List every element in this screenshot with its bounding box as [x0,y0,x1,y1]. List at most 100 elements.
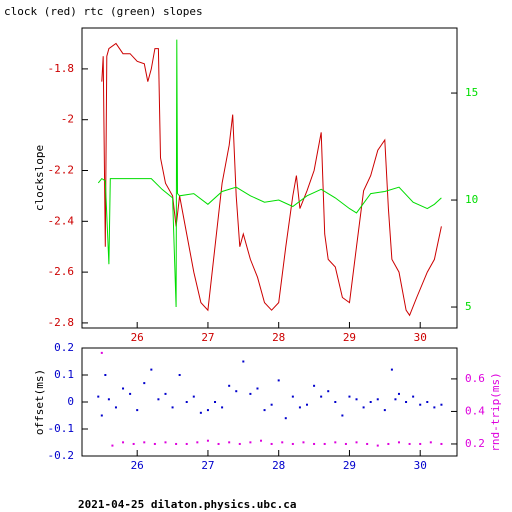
x-tick-label: 29 [343,459,356,472]
data-point [249,392,252,395]
data-point [291,395,294,398]
data-point [440,403,443,406]
data-point [277,379,280,382]
data-point [376,398,379,401]
y2-tick-label: 15 [465,86,478,99]
data-point [196,441,199,444]
data-point [320,395,323,398]
data-point [171,406,174,409]
y-tick-label: -1.8 [48,62,75,75]
data-point [150,368,153,371]
y2-axis-label: rnd-trip(ms) [489,372,502,451]
data-point [104,374,107,376]
data-point [178,374,181,376]
x-tick-label: 28 [272,459,285,472]
data-point [334,401,337,403]
data-point [164,441,167,444]
data-point [366,442,369,445]
data-point [221,406,224,409]
data-point [419,403,422,406]
y-tick-label: 0.1 [54,368,74,381]
data-point [355,398,358,401]
data-point [440,442,443,445]
data-point [260,439,263,442]
data-point [214,401,217,403]
data-point [192,395,195,398]
data-point [397,441,400,444]
data-point [302,441,305,444]
y2-tick-label: 5 [465,300,472,313]
data-point [206,409,209,412]
data-point [235,390,238,393]
footer: 2021-04-25 dilaton.physics.ubc.ca [78,498,297,511]
data-point [387,442,390,445]
y2-tick-label: 0.2 [465,437,485,450]
y-tick-label: -2.2 [48,164,75,177]
data-point [313,384,316,387]
data-point [376,444,379,447]
data-point [238,442,241,445]
x-tick-label: 27 [201,459,214,472]
data-point [111,444,114,447]
data-point [433,406,436,409]
y-tick-label: 0 [67,395,74,408]
data-point [157,398,160,401]
data-point [153,442,156,445]
y2-tick-label: 0.6 [465,372,485,385]
y-tick-label: -2.6 [48,265,75,278]
data-point [306,403,308,406]
data-point [394,398,397,401]
data-point [122,441,125,444]
data-point [100,351,103,354]
data-point [129,392,132,395]
data-point [206,439,209,442]
x-tick-label: 26 [131,459,144,472]
data-point [348,395,351,398]
data-point [185,442,188,445]
data-point [344,442,347,445]
y2-tick-label: 10 [465,193,478,206]
data-point [242,360,245,363]
data-point [97,395,100,398]
y-tick-label: -0.1 [48,422,75,435]
data-point [122,387,125,390]
y-axis-label: offset(ms) [33,369,46,435]
data-point [143,382,146,385]
data-point [100,414,103,417]
data-point [369,401,372,403]
x-tick-label: 30 [414,331,427,344]
data-point [256,387,259,390]
x-tick-label: 28 [272,331,285,344]
x-tick-label: 29 [343,331,356,344]
data-point [270,442,273,445]
data-point [323,442,326,445]
data-point [426,401,429,403]
data-point [164,392,167,395]
data-point [419,442,422,445]
data-point [136,409,139,412]
y-tick-label: -2.4 [48,214,75,227]
data-point [263,409,266,412]
data-point [334,441,337,444]
data-point [408,442,411,445]
data-point [291,442,294,445]
data-point [249,441,252,444]
data-point [284,417,287,420]
y-tick-label: -2 [61,113,74,126]
data-point [313,442,316,445]
x-tick-label: 26 [131,331,144,344]
data-point [199,411,202,414]
plot-frame [81,27,458,329]
data-line [101,42,442,317]
y-tick-label: -2.8 [48,316,75,329]
data-point [390,368,393,371]
y2-tick-label: 0.4 [465,404,485,417]
data-point [412,395,415,398]
data-point [298,406,301,409]
data-point [362,406,365,409]
x-tick-label: 27 [201,331,214,344]
x-tick-label: 30 [414,459,427,472]
data-point [143,441,146,444]
data-line [97,39,442,308]
